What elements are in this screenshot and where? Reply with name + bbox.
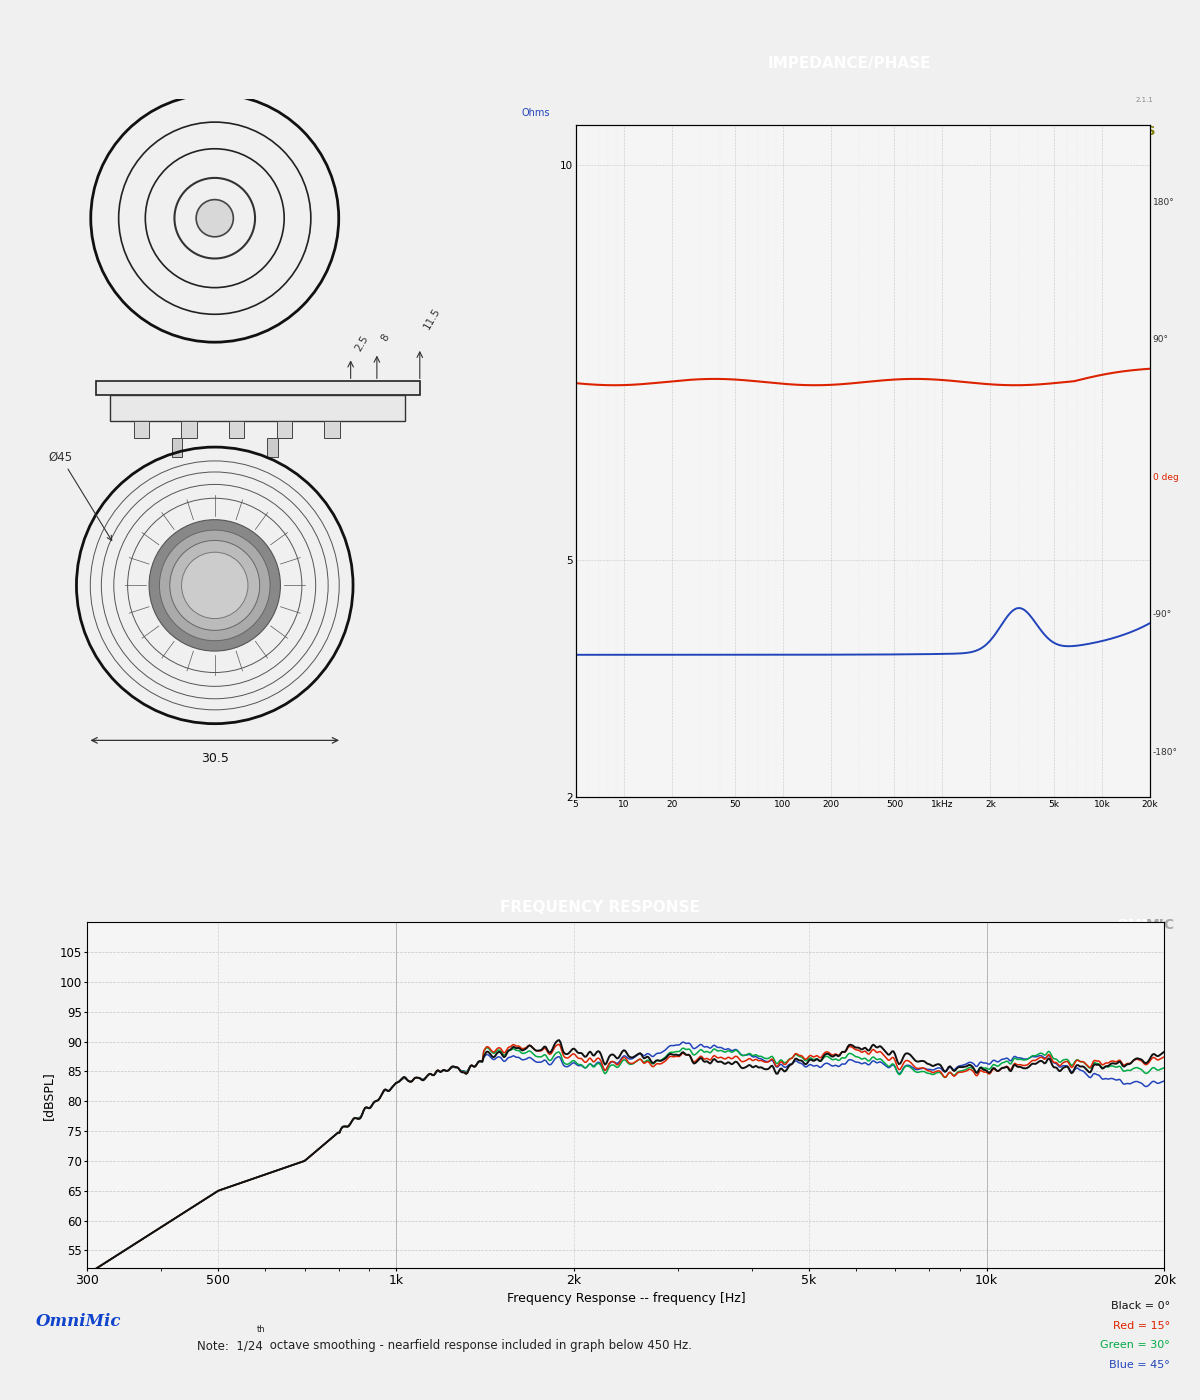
Text: Green = 30°: Green = 30° (1100, 1340, 1170, 1351)
Text: Blue = 45°: Blue = 45° (1110, 1359, 1170, 1371)
Bar (96, 381, 420, 395)
Bar (229, 421, 245, 438)
Ellipse shape (149, 519, 281, 651)
Text: 11.5: 11.5 (422, 307, 443, 332)
Bar (277, 421, 292, 438)
Bar (181, 421, 197, 438)
Text: FREQUENCY RESPONSE: FREQUENCY RESPONSE (500, 900, 700, 916)
Bar (324, 421, 340, 438)
Text: Black = 0°: Black = 0° (1111, 1301, 1170, 1312)
Text: 2.5: 2.5 (353, 333, 370, 353)
Text: IMPEDANCE/PHASE: IMPEDANCE/PHASE (768, 56, 931, 71)
Text: octave smoothing - nearfield response included in graph below 450 Hz.: octave smoothing - nearfield response in… (266, 1340, 692, 1352)
Text: th: th (257, 1326, 265, 1334)
Ellipse shape (160, 531, 270, 641)
Text: OMNI: OMNI (1116, 918, 1159, 932)
Text: DATS: DATS (1120, 125, 1157, 139)
Text: 8: 8 (379, 332, 391, 343)
Text: OmniMic: OmniMic (36, 1313, 121, 1330)
Ellipse shape (181, 552, 248, 619)
Ellipse shape (196, 200, 233, 237)
Ellipse shape (170, 540, 259, 630)
Text: Note:  1/24: Note: 1/24 (197, 1340, 263, 1352)
Bar (268, 438, 277, 456)
Bar (133, 421, 149, 438)
Bar (110, 395, 406, 421)
Text: Red = 15°: Red = 15° (1114, 1320, 1170, 1331)
Text: 2.1.1: 2.1.1 (1135, 97, 1153, 102)
Text: MIC: MIC (1146, 918, 1175, 932)
Text: 30.5: 30.5 (200, 752, 229, 766)
Text: Ø45: Ø45 (49, 451, 112, 540)
Bar (172, 438, 182, 456)
